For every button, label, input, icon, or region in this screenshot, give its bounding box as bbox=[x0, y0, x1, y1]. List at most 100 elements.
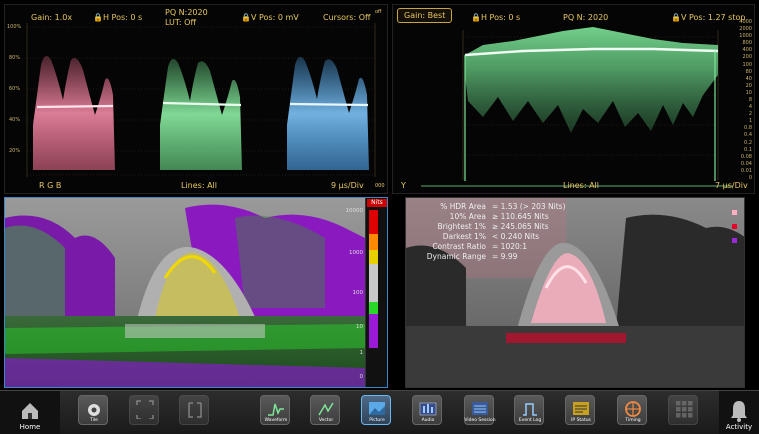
nits-tick-label: 80 bbox=[745, 68, 752, 75]
luma-waveform[interactable]: Gain: Best 🔒H Pos: 0 s PQ N: 2020 🔒V Pos… bbox=[392, 4, 755, 194]
vector-button[interactable]: Vector bbox=[310, 395, 340, 425]
lock-icon: 🔒 bbox=[241, 13, 251, 22]
expand-button[interactable] bbox=[179, 395, 209, 425]
nits-scale-label: 0 bbox=[359, 374, 364, 380]
fullscreen-button[interactable] bbox=[129, 395, 159, 425]
nits-tick-label: 8 bbox=[748, 97, 752, 103]
nits-tick-label: 0.1 bbox=[744, 146, 752, 153]
nits-tick-label: 2000 bbox=[739, 26, 752, 33]
nits-tick-label: 1000 bbox=[739, 33, 752, 40]
nits-tick-label: 10 bbox=[745, 89, 752, 96]
stat-value: ≥ 245.065 Nits bbox=[492, 222, 549, 231]
lines-label: Lines: All bbox=[181, 181, 217, 190]
home-label: Home bbox=[19, 423, 41, 431]
nits-tick-label: 0.08 bbox=[740, 153, 752, 160]
waveform-button[interactable]: Waveform bbox=[260, 395, 290, 425]
nits-tick-label: 0.4 bbox=[744, 132, 752, 139]
video-session-button[interactable]: Video Session bbox=[464, 395, 496, 425]
grid-icon bbox=[676, 401, 693, 418]
gain-best-button[interactable]: Gain: Best bbox=[397, 8, 453, 23]
nits-zone-bar bbox=[369, 302, 378, 314]
legend-swatch-hdr bbox=[732, 210, 737, 215]
toolbar-button-label: Waveform bbox=[264, 418, 288, 423]
nits-tick-label: 400 bbox=[742, 47, 752, 54]
activity-button[interactable]: Activity bbox=[719, 391, 759, 434]
lut-readout: LUT: Off bbox=[165, 18, 196, 27]
nits-tick-label: 2 bbox=[748, 111, 752, 118]
pq-readout: PQ N: 2020 bbox=[563, 13, 609, 22]
y-axis-label: 100% bbox=[7, 24, 22, 30]
nits-scale-title: Nits bbox=[367, 199, 387, 207]
ip-status-button[interactable]: IP Status bbox=[565, 395, 595, 425]
expand-icon bbox=[188, 402, 202, 418]
nits-zone-bar bbox=[369, 210, 378, 234]
lines-label: Lines: All bbox=[563, 181, 599, 190]
v-pos-readout: 🔒V Pos: 1.27 stop bbox=[671, 13, 746, 22]
activity-label: Activity bbox=[725, 423, 753, 431]
hdr-highlight-image bbox=[406, 198, 744, 387]
nits-scale-label: 100 bbox=[352, 290, 364, 296]
stat-row: % HDR Area = 1.53 (> 203 Nits) bbox=[406, 202, 586, 212]
nits-tick-label: 800 bbox=[742, 40, 752, 47]
nits-tick-label: 0 bbox=[748, 175, 752, 181]
hdr-statistics-table: % HDR Area = 1.53 (> 203 Nits) 10% Area ≥ 1… bbox=[406, 202, 586, 262]
nits-zone-bar bbox=[369, 234, 378, 250]
grid-button[interactable] bbox=[668, 395, 698, 425]
corner-footer: 000 bbox=[375, 183, 385, 189]
ip-status-icon bbox=[573, 402, 589, 415]
waveform-icon bbox=[268, 403, 284, 416]
nits-zone-bar bbox=[369, 314, 378, 348]
nits-tick-label: 4000 bbox=[739, 19, 752, 25]
stat-value: ≥ 110.645 Nits bbox=[492, 212, 549, 221]
hdr-stats-picture[interactable]: % HDR Area = 1.53 (> 203 Nits) 10% Area ≥ 1… bbox=[405, 197, 745, 388]
nits-tick-label: 0.8 bbox=[744, 125, 752, 132]
channels-label: R G B bbox=[39, 181, 62, 190]
audio-button[interactable]: Audio bbox=[412, 395, 442, 425]
toolbar-button-label: Tile bbox=[90, 418, 98, 423]
lock-icon: 🔒 bbox=[93, 13, 103, 22]
timing-button[interactable]: Timing bbox=[617, 395, 647, 425]
stat-label: Contrast Ratio bbox=[432, 242, 486, 251]
stat-value: = 1.53 (> 203 Nits) bbox=[492, 202, 566, 211]
stat-label: 10% Area bbox=[449, 212, 486, 221]
false-color-picture[interactable]: Nits 10000 1000 100 10 1 0 bbox=[4, 197, 388, 388]
nits-zone-bar bbox=[369, 250, 378, 264]
bottom-toolbar: Home Tile Waveform Vector Picture Audio Video… bbox=[0, 390, 759, 434]
nits-tick-label: 20 bbox=[745, 82, 752, 89]
h-pos-readout: 🔒H Pos: 0 s bbox=[471, 13, 521, 22]
stat-value: = 9.99 bbox=[492, 252, 518, 261]
nits-scale-label: 10000 bbox=[345, 208, 364, 214]
luma-trace bbox=[421, 27, 733, 187]
nits-tick-label: 200 bbox=[742, 54, 752, 61]
picture-icon bbox=[369, 402, 385, 415]
toolbar-button-label: IP Status bbox=[571, 418, 591, 423]
timebase-label: 9 µs/Div bbox=[331, 181, 364, 190]
legend-swatch-bright bbox=[732, 224, 737, 229]
event-log-icon bbox=[523, 403, 537, 416]
tile-button[interactable]: Tile bbox=[78, 395, 108, 425]
legend-swatch-dark bbox=[732, 238, 737, 243]
stat-value: = 1020:1 bbox=[492, 242, 528, 251]
home-button[interactable]: Home bbox=[0, 391, 60, 434]
gain-readout: Gain: 1.0x bbox=[31, 13, 73, 22]
nits-false-color-scale: Nits bbox=[365, 198, 387, 387]
timebase-label: 7 µs/Div bbox=[715, 181, 748, 190]
rgb-parade-waveform[interactable]: 100% 80% 60% 40% 20% Gain: 1.0x 🔒H Pos: … bbox=[4, 4, 388, 194]
stat-label: Darkest 1% bbox=[442, 232, 486, 241]
stat-label: Brightest 1% bbox=[437, 222, 486, 231]
nits-scale-label: 1000 bbox=[349, 250, 363, 256]
channel-label: Y bbox=[401, 181, 406, 190]
nits-tick-label: 100 bbox=[742, 61, 752, 68]
picture-button[interactable]: Picture bbox=[361, 395, 391, 425]
pq-readout: PQ N:2020 bbox=[165, 8, 208, 17]
home-icon bbox=[22, 403, 38, 419]
rgb-parade-trace bbox=[26, 23, 376, 177]
toolbar-button-label: Timing bbox=[625, 418, 641, 423]
bell-icon bbox=[731, 401, 747, 422]
stat-value: < 0.240 Nits bbox=[492, 232, 540, 241]
stat-row: 10% Area ≥ 110.645 Nits bbox=[406, 212, 586, 222]
stat-label: Dynamic Range bbox=[426, 252, 486, 261]
corner-readout: off bbox=[375, 9, 382, 15]
stat-label: % HDR Area bbox=[440, 202, 486, 211]
event-log-button[interactable]: Event Log bbox=[514, 395, 544, 425]
